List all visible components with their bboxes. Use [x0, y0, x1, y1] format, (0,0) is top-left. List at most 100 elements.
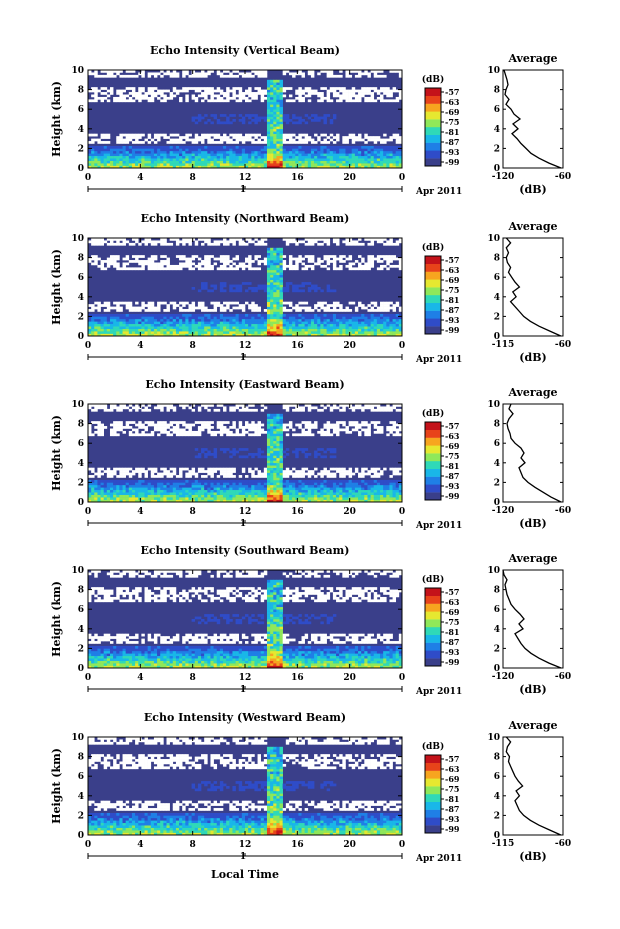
colorbar-segment — [425, 619, 441, 628]
average-title: Average — [507, 52, 557, 65]
heatmap-cells — [88, 238, 403, 337]
average-y-tick-label: 6 — [494, 439, 500, 449]
chart-panel-5: Echo Intensity (Westward Beam)0246810Hei… — [50, 711, 571, 864]
x-tick-label: 16 — [291, 840, 304, 850]
colorbar-tick-label: -63 — [445, 265, 460, 275]
y-tick-label: 6 — [78, 439, 84, 449]
colorbar-frame — [424, 754, 442, 834]
colorbar-tick-label: -75 — [445, 451, 459, 461]
colorbar-segment — [425, 817, 441, 826]
x-tick-label: 4 — [137, 341, 143, 351]
average-x-tick-label: -60 — [555, 340, 571, 350]
average-x-tick-label: -115 — [492, 340, 515, 350]
average-y-tick-label: 2 — [494, 478, 500, 488]
colorbar-tick-label: -63 — [445, 97, 460, 107]
day-tick-label: 1 — [240, 185, 246, 195]
x-tick-label: 4 — [137, 173, 143, 183]
colorbar-tick-label: -57 — [445, 87, 459, 97]
average-frame — [502, 569, 564, 669]
heatmap-cells — [88, 70, 403, 169]
colorbar-segment — [425, 476, 441, 485]
colorbar-tick-label: -57 — [445, 754, 459, 764]
y-axis-label: Height (km) — [50, 249, 63, 325]
average-y-tick-label: 4 — [494, 125, 500, 135]
colorbar-segment — [425, 142, 441, 151]
average-frame — [502, 736, 564, 836]
colorbar-frame — [424, 587, 442, 667]
x-tick-label: 12 — [239, 673, 252, 683]
chart-panel-1: Echo Intensity (Vertical Beam)0246810Hei… — [50, 44, 571, 197]
x-tick-label: 12 — [239, 341, 252, 351]
chart-panel-4: Echo Intensity (Southward Beam)0246810He… — [50, 544, 571, 697]
average-y-tick-label: 2 — [494, 811, 500, 821]
colorbar-tick-label: -87 — [445, 637, 459, 647]
colorbar-segment — [425, 302, 441, 311]
x-tick-label: 8 — [190, 673, 196, 683]
colorbar-segment — [425, 279, 441, 288]
y-tick-label: 2 — [78, 478, 84, 488]
colorbar-segment — [425, 770, 441, 779]
average-profile-line — [502, 569, 562, 669]
x-tick-label: 4 — [137, 507, 143, 517]
date-label: Apr 2011 — [415, 187, 462, 197]
average-y-tick-label: 0 — [494, 664, 500, 674]
x-tick-label: 0 — [85, 840, 91, 850]
colorbar-tick-label: -57 — [445, 587, 459, 597]
colorbar-segment — [425, 134, 441, 143]
day-tick-label: 1 — [240, 519, 246, 529]
average-x-tick-label: -60 — [555, 672, 571, 682]
y-tick-label: 4 — [78, 625, 84, 635]
colorbar-segment — [425, 642, 441, 651]
colorbar-segment — [425, 310, 441, 319]
x-tick-label: 20 — [343, 673, 356, 683]
x-tick-label: 12 — [239, 507, 252, 517]
average-y-tick-label: 0 — [494, 498, 500, 508]
colorbar-unit: (dB) — [422, 242, 444, 253]
colorbar-tick-label: -99 — [445, 325, 460, 335]
x-tick-label: 0 — [85, 341, 91, 351]
colorbar-segment — [425, 422, 441, 430]
colorbar-tick-label: -99 — [445, 491, 460, 501]
colorbar-segment — [425, 256, 441, 264]
colorbar-segment — [425, 809, 441, 818]
average-y-tick-label: 0 — [494, 164, 500, 174]
colorbar-tick-label: -93 — [445, 481, 460, 491]
colorbar-tick-label: -75 — [445, 617, 459, 627]
y-tick-label: 10 — [71, 234, 84, 244]
average-x-tick-label: -60 — [555, 839, 571, 849]
date-label: Apr 2011 — [415, 687, 462, 697]
chart-title: Echo Intensity (Westward Beam) — [144, 711, 346, 724]
colorbar-segment — [425, 295, 441, 303]
x-tick-label: 0 — [399, 507, 405, 517]
y-tick-label: 4 — [78, 792, 84, 802]
y-tick-label: 6 — [78, 605, 84, 615]
chart-title: Echo Intensity (Northward Beam) — [141, 212, 350, 225]
average-y-tick-label: 4 — [494, 625, 500, 635]
date-label: Apr 2011 — [415, 521, 462, 531]
colorbar-segment — [425, 287, 441, 296]
colorbar-tick-label: -75 — [445, 784, 459, 794]
x-tick-label: 20 — [343, 341, 356, 351]
average-y-tick-label: 6 — [494, 105, 500, 115]
colorbar-segment — [425, 595, 441, 604]
colorbar-segment — [425, 127, 441, 135]
average-profile-line — [503, 69, 562, 169]
x-tick-label: 8 — [190, 840, 196, 850]
colorbar-tick-label: -63 — [445, 764, 460, 774]
colorbar-tick-label: -75 — [445, 285, 459, 295]
colorbar-tick-label: -69 — [445, 107, 460, 117]
average-y-tick-label: 10 — [487, 234, 500, 244]
y-tick-label: 0 — [78, 498, 84, 508]
y-tick-label: 2 — [78, 644, 84, 654]
average-y-tick-label: 4 — [494, 293, 500, 303]
x-tick-label: 20 — [343, 173, 356, 183]
average-y-tick-label: 2 — [494, 644, 500, 654]
colorbar-segment — [425, 119, 441, 128]
average-y-tick-label: 6 — [494, 605, 500, 615]
y-tick-label: 8 — [78, 420, 84, 430]
y-axis-label: Height (km) — [50, 748, 63, 824]
y-tick-label: 0 — [78, 664, 84, 674]
x-tick-label: 16 — [291, 507, 304, 517]
average-profile-line — [505, 237, 562, 337]
